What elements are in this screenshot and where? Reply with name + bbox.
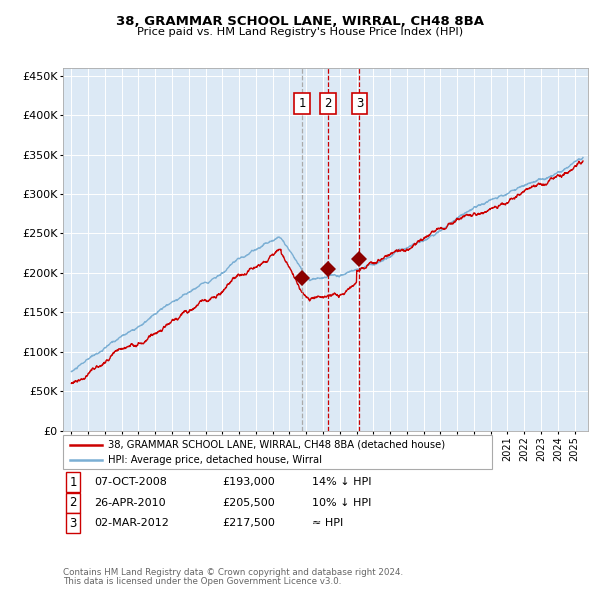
Text: £193,000: £193,000 bbox=[222, 477, 275, 487]
Text: Price paid vs. HM Land Registry's House Price Index (HPI): Price paid vs. HM Land Registry's House … bbox=[137, 27, 463, 37]
Text: 1: 1 bbox=[299, 97, 306, 110]
Text: 3: 3 bbox=[356, 97, 363, 110]
Text: £205,500: £205,500 bbox=[222, 498, 275, 507]
Text: 1: 1 bbox=[70, 476, 77, 489]
Text: 38, GRAMMAR SCHOOL LANE, WIRRAL, CH48 8BA (detached house): 38, GRAMMAR SCHOOL LANE, WIRRAL, CH48 8B… bbox=[108, 440, 445, 450]
Text: This data is licensed under the Open Government Licence v3.0.: This data is licensed under the Open Gov… bbox=[63, 578, 341, 586]
Text: 2: 2 bbox=[70, 496, 77, 509]
Text: 3: 3 bbox=[70, 517, 77, 530]
Text: 38, GRAMMAR SCHOOL LANE, WIRRAL, CH48 8BA: 38, GRAMMAR SCHOOL LANE, WIRRAL, CH48 8B… bbox=[116, 15, 484, 28]
Text: 14% ↓ HPI: 14% ↓ HPI bbox=[312, 477, 371, 487]
Text: 2: 2 bbox=[325, 97, 332, 110]
Text: 10% ↓ HPI: 10% ↓ HPI bbox=[312, 498, 371, 507]
Text: HPI: Average price, detached house, Wirral: HPI: Average price, detached house, Wirr… bbox=[108, 455, 322, 465]
Text: £217,500: £217,500 bbox=[222, 519, 275, 528]
Text: 02-MAR-2012: 02-MAR-2012 bbox=[94, 519, 169, 528]
Text: Contains HM Land Registry data © Crown copyright and database right 2024.: Contains HM Land Registry data © Crown c… bbox=[63, 568, 403, 577]
Text: 07-OCT-2008: 07-OCT-2008 bbox=[94, 477, 167, 487]
Text: 26-APR-2010: 26-APR-2010 bbox=[94, 498, 166, 507]
Text: ≈ HPI: ≈ HPI bbox=[312, 519, 343, 528]
